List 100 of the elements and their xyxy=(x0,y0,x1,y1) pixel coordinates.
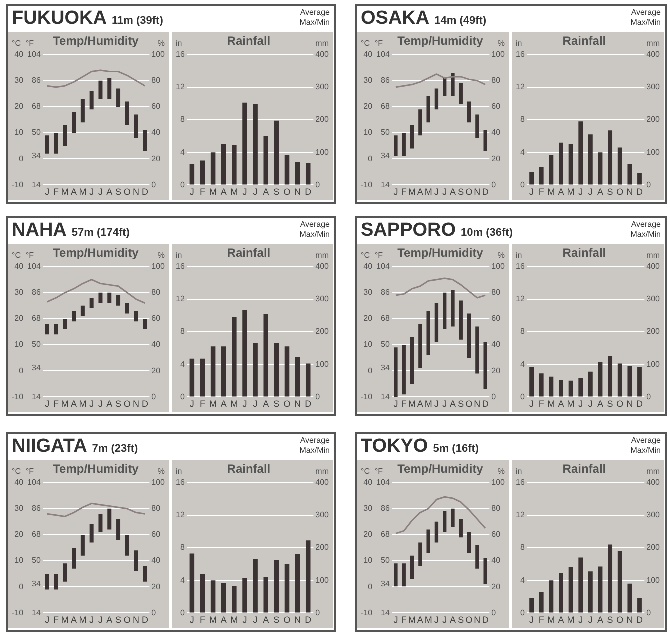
x-tick-label: J xyxy=(578,615,584,626)
text: 57m (174ft) xyxy=(72,227,130,239)
x-tick-label: O xyxy=(466,187,473,198)
y-axis-title: °C xyxy=(361,251,370,260)
bar xyxy=(210,346,216,397)
y-tick-label: 30 xyxy=(364,288,374,298)
y3-tick-label: 14 xyxy=(32,392,42,402)
x-tick-label: O xyxy=(616,399,624,410)
y-tick-label: 16 xyxy=(516,262,526,272)
y3-tick-label: 68 xyxy=(381,314,390,324)
x-tick-label: J xyxy=(442,187,448,198)
bar xyxy=(459,83,463,104)
bar xyxy=(253,343,258,397)
bar xyxy=(588,572,593,613)
x-tick-label: J xyxy=(394,399,398,410)
x-tick-label: N xyxy=(474,399,481,410)
y-tick-label: -10 xyxy=(361,608,374,618)
chart-title: Temp/Humidity xyxy=(398,34,484,48)
bar xyxy=(80,306,85,316)
y2-tick-label: 200 xyxy=(316,327,330,336)
x-tick-label: M xyxy=(210,615,218,626)
bar xyxy=(242,310,248,397)
x-tick-label: A xyxy=(71,615,78,626)
bar xyxy=(459,300,463,340)
y-tick-label: 10 xyxy=(364,556,374,566)
bar xyxy=(274,120,280,185)
y-tick-label: 30 xyxy=(14,76,24,86)
y2-tick-label: 40 xyxy=(152,128,162,138)
bar xyxy=(443,292,447,330)
x-tick-label: S xyxy=(116,399,122,410)
x-tick-label: A xyxy=(106,399,113,410)
x-tick-label: J xyxy=(588,615,593,626)
x-tick-label: S xyxy=(458,187,464,198)
y2-tick-label: 0 xyxy=(646,392,652,402)
y-tick-label: 30 xyxy=(364,76,374,86)
bar xyxy=(295,162,300,185)
bar xyxy=(54,574,58,590)
bar xyxy=(559,380,564,397)
x-tick-label: M xyxy=(408,615,416,626)
chart-title: Temp/Humidity xyxy=(53,246,139,260)
bar xyxy=(72,311,76,322)
text: Average xyxy=(630,220,661,230)
x-tick-label: O xyxy=(284,187,291,198)
y3-tick-label: 68 xyxy=(381,530,390,540)
y3-axis-title: °F xyxy=(374,467,384,476)
text: Max/Min xyxy=(300,18,330,28)
bar xyxy=(90,298,94,309)
y-tick-label: 20 xyxy=(364,314,374,324)
x-tick-label: D xyxy=(636,615,644,626)
chart-title: Temp/Humidity xyxy=(398,246,484,260)
x-tick-label: M xyxy=(548,615,556,626)
y3-axis-title: °F xyxy=(374,39,384,48)
y-tick-label: 20 xyxy=(364,102,374,112)
bar xyxy=(394,564,398,587)
y-tick-label: 40 xyxy=(14,478,24,488)
y-tick-label: 16 xyxy=(516,50,526,60)
x-tick-label: S xyxy=(274,615,280,626)
bar xyxy=(410,556,414,580)
bar xyxy=(608,544,613,613)
bar xyxy=(459,519,463,538)
y3-tick-label: 50 xyxy=(381,556,390,566)
y2-tick-label: 200 xyxy=(646,543,661,552)
y-tick-label: 0 xyxy=(368,582,374,592)
bar xyxy=(90,91,94,110)
x-tick-label: F xyxy=(401,399,408,410)
bar xyxy=(143,566,148,582)
y-tick-label: -10 xyxy=(361,180,374,190)
y3-tick-label: 104 xyxy=(28,50,42,60)
x-tick-label: J xyxy=(578,399,584,410)
x-tick-label: O xyxy=(616,615,624,626)
y3-tick-label: 104 xyxy=(376,262,390,272)
x-tick-label: N xyxy=(626,399,634,410)
y2-tick-label: 0 xyxy=(492,608,497,618)
y2-tick-label: 300 xyxy=(316,294,330,304)
bar xyxy=(134,550,138,572)
bar xyxy=(394,348,398,398)
bar xyxy=(559,142,564,185)
bar xyxy=(108,292,112,304)
text: NIIGATA xyxy=(12,436,88,458)
bar xyxy=(80,99,85,123)
x-tick-label: J xyxy=(90,187,94,198)
x-tick-label: J xyxy=(434,615,439,626)
y-tick-label: 0 xyxy=(19,154,24,164)
y2-tick-label: 20 xyxy=(152,366,162,376)
y3-tick-label: 104 xyxy=(376,478,390,488)
y2-tick-label: 400 xyxy=(646,262,661,272)
x-tick-label: N xyxy=(474,615,481,626)
bar xyxy=(578,122,584,185)
y2-axis-title: mm xyxy=(646,39,660,48)
x-tick-label: J xyxy=(530,399,534,410)
y3-tick-label: 50 xyxy=(381,128,390,138)
y-tick-label: 20 xyxy=(364,530,374,540)
y2-tick-label: 80 xyxy=(152,288,162,298)
x-tick-label: J xyxy=(190,187,194,198)
bar xyxy=(549,155,554,185)
text: 14m (49ft) xyxy=(434,15,487,27)
chart-title: Rainfall xyxy=(562,34,606,48)
y2-tick-label: 80 xyxy=(492,76,502,86)
bar xyxy=(549,580,554,613)
bar xyxy=(63,318,68,330)
